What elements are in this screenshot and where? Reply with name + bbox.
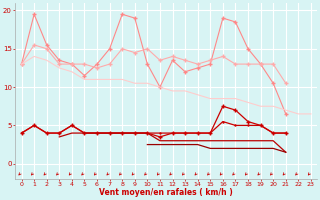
X-axis label: Vent moyen/en rafales ( km/h ): Vent moyen/en rafales ( km/h ) <box>100 188 233 197</box>
